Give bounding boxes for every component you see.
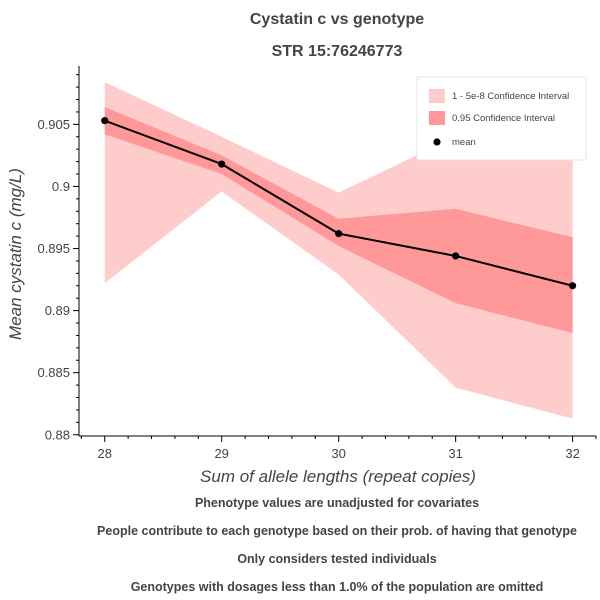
y-tick-label-3: 0.895 xyxy=(37,241,70,256)
x-tick-label-31: 31 xyxy=(448,446,462,461)
chart-subtitle: STR 15:76246773 xyxy=(272,43,403,60)
y-tick-label-4: 0.9 xyxy=(52,179,70,194)
mean-point-28 xyxy=(101,117,109,125)
y-tick-label-5: 0.905 xyxy=(37,117,70,132)
y-tick-label-2: 0.89 xyxy=(45,303,70,318)
mean-point-32 xyxy=(569,282,577,290)
y-axis-label: Mean cystatin c (mg/L) xyxy=(6,168,25,340)
chart-title: Cystatin c vs genotype xyxy=(250,11,424,28)
mean-point-31 xyxy=(452,252,460,260)
legend-label-mean: mean xyxy=(452,137,476,148)
mean-point-29 xyxy=(218,160,226,168)
legend: 1 - 5e-8 Confidence Interval 0.95 Confid… xyxy=(416,76,587,161)
y-tick-label-0: 0.88 xyxy=(45,427,70,442)
legend-swatch-outer-ci xyxy=(429,89,445,103)
mean-point-30 xyxy=(335,230,343,238)
plot-area: 28 29 30 31 32 0.88 0.885 0.89 0.895 0.9 0.905 xyxy=(37,66,597,461)
legend-label-inner-ci: 0.95 Confidence Interval xyxy=(452,113,555,124)
x-tick-label-32: 32 xyxy=(565,446,579,461)
note-tested-only: Only considers tested individuals xyxy=(237,552,437,566)
legend-label-outer-ci: 1 - 5e-8 Confidence Interval xyxy=(452,91,569,102)
note-unadjusted: Phenotype values are unadjusted for cova… xyxy=(194,496,480,510)
note-probability: People contribute to each genotype based… xyxy=(97,524,577,538)
note-dosage-omitted: Genotypes with dosages less than 1.0% of… xyxy=(130,580,544,594)
x-tick-label-28: 28 xyxy=(97,446,111,461)
x-axis-label: Sum of allele lengths (repeat copies) xyxy=(200,467,476,486)
x-tick-label-29: 29 xyxy=(214,446,228,461)
x-tick-label-30: 30 xyxy=(331,446,345,461)
legend-marker-mean xyxy=(433,138,441,146)
legend-swatch-inner-ci xyxy=(429,111,445,125)
legend-box xyxy=(416,76,587,161)
y-tick-label-1: 0.885 xyxy=(37,365,70,380)
